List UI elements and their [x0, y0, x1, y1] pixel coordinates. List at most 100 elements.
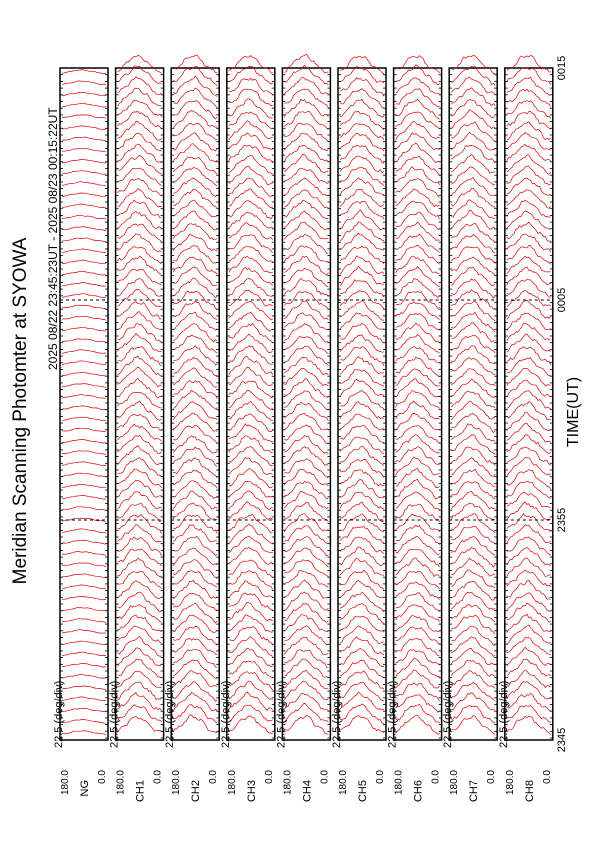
trace-line — [451, 513, 496, 534]
trace-line — [117, 670, 162, 689]
trace-line — [339, 77, 385, 97]
trace-line — [172, 579, 218, 600]
trace-line — [173, 559, 218, 579]
trace-line — [284, 570, 329, 588]
scale-label: 22.5 (deg/div) — [53, 681, 65, 748]
trace-line — [339, 356, 385, 375]
trace-line — [395, 346, 440, 364]
trace-line — [61, 629, 107, 634]
y-min-label: 0.0 — [542, 770, 553, 784]
trace-line — [451, 378, 496, 399]
trace-line — [228, 446, 273, 467]
x-tick-label: 0005 — [556, 288, 568, 312]
trace-line — [173, 290, 218, 310]
trace-line — [339, 312, 385, 330]
trace-line — [173, 412, 218, 432]
trace-line — [451, 246, 496, 264]
trace-line — [451, 145, 496, 164]
x-tick-labels: 2345 2355 0005 0015 — [556, 56, 568, 752]
trace-line — [284, 336, 329, 354]
trace-line — [61, 383, 107, 388]
y-max-label: 180.0 — [394, 770, 405, 795]
trace-line — [117, 557, 162, 577]
trace-line — [339, 670, 385, 690]
trace-line — [506, 501, 551, 521]
trace-line — [284, 177, 329, 196]
channel-label: CH8 — [524, 780, 536, 802]
trace-line — [339, 625, 385, 644]
scale-label: 22.5 (deg/div) — [387, 681, 399, 748]
trace-line — [173, 514, 218, 534]
trace-line — [173, 357, 218, 376]
trace-line — [61, 573, 107, 579]
trace-line — [61, 349, 107, 354]
trace-line — [395, 156, 440, 176]
trace-line — [228, 380, 273, 399]
trace-line — [61, 472, 107, 477]
trace-line — [506, 76, 551, 96]
trace-line — [117, 333, 162, 352]
y-max-label: 180.0 — [449, 770, 460, 795]
trace-line — [395, 266, 440, 287]
trace-line — [117, 692, 162, 711]
trace-line — [228, 647, 273, 668]
trace-line — [506, 111, 551, 130]
trace-line — [395, 714, 440, 735]
trace-line — [284, 658, 329, 678]
trace-line — [395, 626, 440, 644]
trace-line — [284, 390, 329, 411]
trace-line — [395, 524, 440, 545]
trace-line — [339, 546, 385, 567]
panel-ticks — [115, 67, 164, 739]
trace-line — [506, 55, 551, 73]
trace-line — [173, 659, 218, 680]
trace-line — [61, 450, 107, 455]
scale-label: 22.5 (deg/div) — [220, 681, 232, 748]
trace-line — [228, 266, 274, 286]
trace-line — [173, 389, 218, 410]
trace-line — [117, 154, 162, 174]
trace-line — [395, 467, 440, 488]
trace-line — [506, 346, 552, 365]
trace-line — [173, 132, 218, 152]
trace-line — [61, 416, 107, 422]
trace-line — [117, 233, 162, 253]
trace-line — [62, 607, 107, 612]
trace-line — [61, 730, 107, 735]
panel-frame — [59, 67, 109, 741]
trace-line — [284, 312, 329, 331]
trace-line — [117, 211, 162, 230]
trace-line — [173, 602, 218, 624]
trace-line — [117, 355, 162, 376]
trace-line — [61, 371, 107, 377]
trace-line — [228, 345, 273, 365]
trace-line — [395, 200, 440, 220]
trace-line — [451, 99, 496, 119]
trace-line — [228, 88, 273, 107]
x-tick-label: 0015 — [556, 56, 568, 80]
panel-traces — [506, 55, 552, 735]
trace-line — [228, 144, 274, 164]
trace-line — [284, 77, 329, 95]
panel-ticks — [226, 67, 275, 739]
trace-line — [506, 255, 551, 274]
channel-label: CH3 — [246, 780, 258, 802]
trace-line — [451, 278, 496, 299]
trace-line — [395, 55, 440, 74]
trace-line — [228, 602, 274, 622]
trace-line — [228, 413, 273, 432]
trace-line — [506, 333, 551, 353]
trace-line — [339, 424, 385, 443]
trace-line — [228, 300, 273, 321]
trace-line — [506, 492, 551, 509]
trace-line — [117, 491, 162, 510]
trace-line — [395, 132, 440, 151]
trace-line — [61, 102, 107, 108]
trace-line — [506, 88, 552, 107]
trace-line — [284, 490, 329, 510]
trace-line — [284, 111, 329, 130]
trace-line — [451, 525, 496, 545]
trace-line — [61, 461, 107, 466]
scale-label: 22.5 (deg/div) — [164, 681, 176, 748]
trace-line — [61, 596, 106, 601]
